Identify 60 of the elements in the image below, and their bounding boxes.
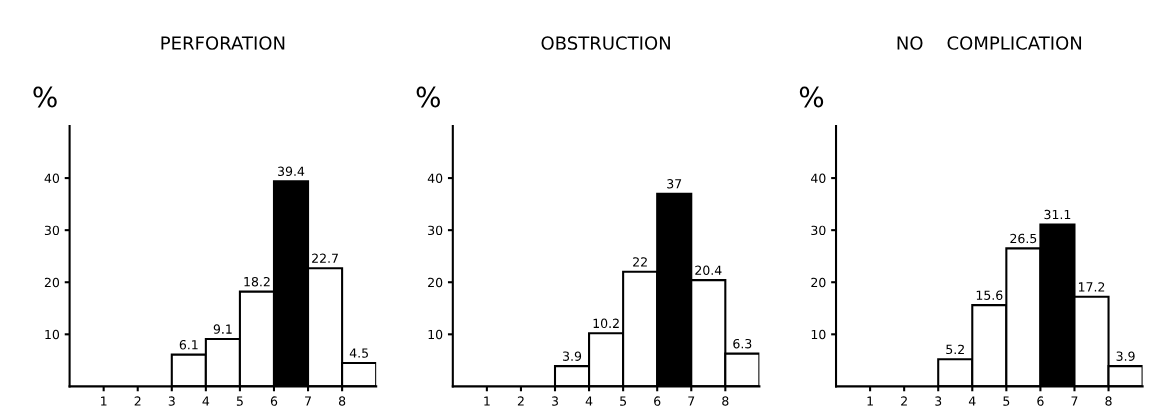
x-tick-label: 7 [305, 396, 311, 406]
y-axis-title: % [416, 86, 440, 108]
x-tick-label: 2 [134, 396, 141, 406]
y-tick-label: 10 [811, 329, 826, 340]
data-label: 6.3 [733, 338, 752, 349]
data-label: 31.1 [1044, 209, 1071, 220]
x-tick-label: 8 [722, 396, 729, 406]
y-tick-label: 30 [428, 225, 443, 236]
data-label: 17.2 [1078, 282, 1105, 292]
x-tick-label: 8 [1105, 396, 1112, 406]
x-tick-label: 6 [270, 396, 278, 406]
y-axis-title: % [33, 86, 57, 108]
data-label: 37 [667, 179, 682, 189]
data-label: 10.2 [593, 318, 619, 329]
data-label: 18.2 [244, 276, 270, 287]
x-tick-label: 3 [935, 396, 942, 406]
y-tick-label: 20 [811, 277, 826, 288]
data-label: 3.9 [1116, 351, 1135, 361]
chart-title: PERFORATION [161, 36, 285, 50]
y-tick-label: 10 [45, 329, 60, 340]
data-label: 15.6 [976, 290, 1003, 300]
data-label: 5.2 [946, 344, 964, 355]
x-tick-label: 8 [338, 396, 346, 406]
x-tick-label: 2 [517, 396, 524, 406]
x-tick-label: 7 [688, 396, 695, 406]
data-label: 4.5 [349, 348, 368, 358]
y-tick-label: 40 [44, 173, 60, 184]
x-tick-label: 5 [1003, 396, 1010, 406]
data-label: 3.9 [563, 351, 582, 361]
x-tick-label: 4 [968, 396, 976, 406]
data-label: 39.4 [278, 166, 305, 177]
y-tick-label: 40 [811, 173, 826, 184]
y-tick-label: 20 [428, 277, 443, 288]
x-tick-label: 2 [901, 396, 907, 406]
x-tick-label: 4 [202, 396, 210, 406]
x-tick-label: 1 [101, 396, 107, 406]
chart-title: OBSTRUCTION [541, 36, 670, 50]
x-tick-label: 1 [867, 396, 873, 406]
x-tick-label: 6 [654, 396, 661, 406]
y-tick-label: 20 [44, 277, 60, 288]
y-axis-title: % [799, 86, 824, 108]
data-label: 22.7 [312, 253, 338, 263]
x-tick-label: 3 [551, 396, 558, 406]
y-tick-label: 30 [44, 225, 60, 236]
data-label: 22 [633, 257, 647, 267]
y-tick-label: 10 [428, 329, 443, 340]
data-label: 20.4 [695, 265, 722, 275]
x-tick-label: 6 [1037, 396, 1044, 406]
y-tick-label: 30 [811, 225, 826, 236]
x-tick-label: 1 [484, 396, 490, 406]
x-tick-label: 3 [168, 396, 175, 406]
x-tick-label: 5 [620, 396, 627, 406]
chart-title: NO COMPLICATION [897, 36, 1082, 50]
x-tick-label: 7 [1071, 396, 1078, 406]
y-tick-label: 40 [427, 173, 443, 184]
x-tick-label: 4 [585, 396, 593, 406]
data-label: 9.1 [213, 324, 232, 334]
data-label: 6.1 [179, 339, 198, 350]
data-label: 26.5 [1010, 233, 1037, 244]
x-tick-label: 5 [236, 396, 243, 406]
